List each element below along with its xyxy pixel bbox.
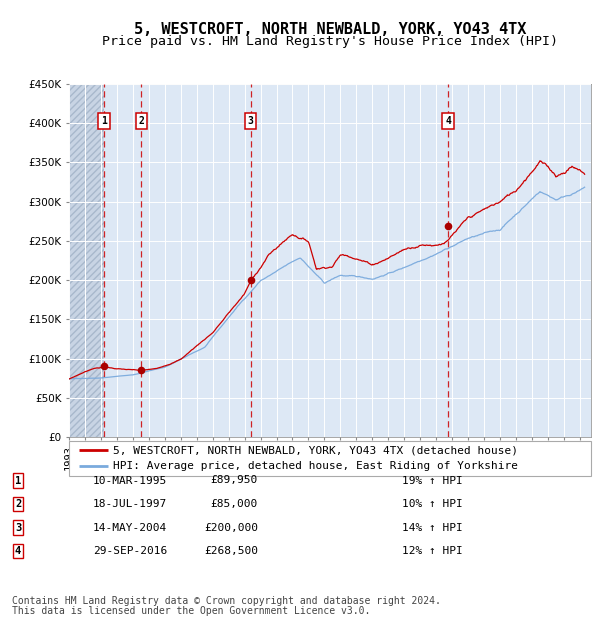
Text: 2: 2 <box>139 116 145 126</box>
Text: Contains HM Land Registry data © Crown copyright and database right 2024.: Contains HM Land Registry data © Crown c… <box>12 596 441 606</box>
Text: 5, WESTCROFT, NORTH NEWBALD, YORK, YO43 4TX (detached house): 5, WESTCROFT, NORTH NEWBALD, YORK, YO43 … <box>113 445 518 455</box>
Text: 12% ↑ HPI: 12% ↑ HPI <box>402 546 463 556</box>
Text: 3: 3 <box>15 523 21 533</box>
Text: 29-SEP-2016: 29-SEP-2016 <box>93 546 167 556</box>
Text: This data is licensed under the Open Government Licence v3.0.: This data is licensed under the Open Gov… <box>12 606 370 616</box>
Text: £85,000: £85,000 <box>211 499 258 509</box>
Text: 18-JUL-1997: 18-JUL-1997 <box>93 499 167 509</box>
Text: £89,950: £89,950 <box>211 476 258 485</box>
Bar <box>69 84 104 437</box>
Text: 1: 1 <box>101 116 107 126</box>
Text: 4: 4 <box>445 116 451 126</box>
Text: £268,500: £268,500 <box>204 546 258 556</box>
Text: 10% ↑ HPI: 10% ↑ HPI <box>402 499 463 509</box>
Text: 10-MAR-1995: 10-MAR-1995 <box>93 476 167 485</box>
Text: Price paid vs. HM Land Registry's House Price Index (HPI): Price paid vs. HM Land Registry's House … <box>102 35 558 48</box>
Text: £200,000: £200,000 <box>204 523 258 533</box>
Text: 5, WESTCROFT, NORTH NEWBALD, YORK, YO43 4TX: 5, WESTCROFT, NORTH NEWBALD, YORK, YO43 … <box>134 22 526 37</box>
Text: 19% ↑ HPI: 19% ↑ HPI <box>402 476 463 485</box>
Text: HPI: Average price, detached house, East Riding of Yorkshire: HPI: Average price, detached house, East… <box>113 461 518 471</box>
Text: 2: 2 <box>15 499 21 509</box>
Text: 3: 3 <box>248 116 253 126</box>
Text: 14-MAY-2004: 14-MAY-2004 <box>93 523 167 533</box>
Text: 1: 1 <box>15 476 21 485</box>
Text: 4: 4 <box>15 546 21 556</box>
Text: 14% ↑ HPI: 14% ↑ HPI <box>402 523 463 533</box>
